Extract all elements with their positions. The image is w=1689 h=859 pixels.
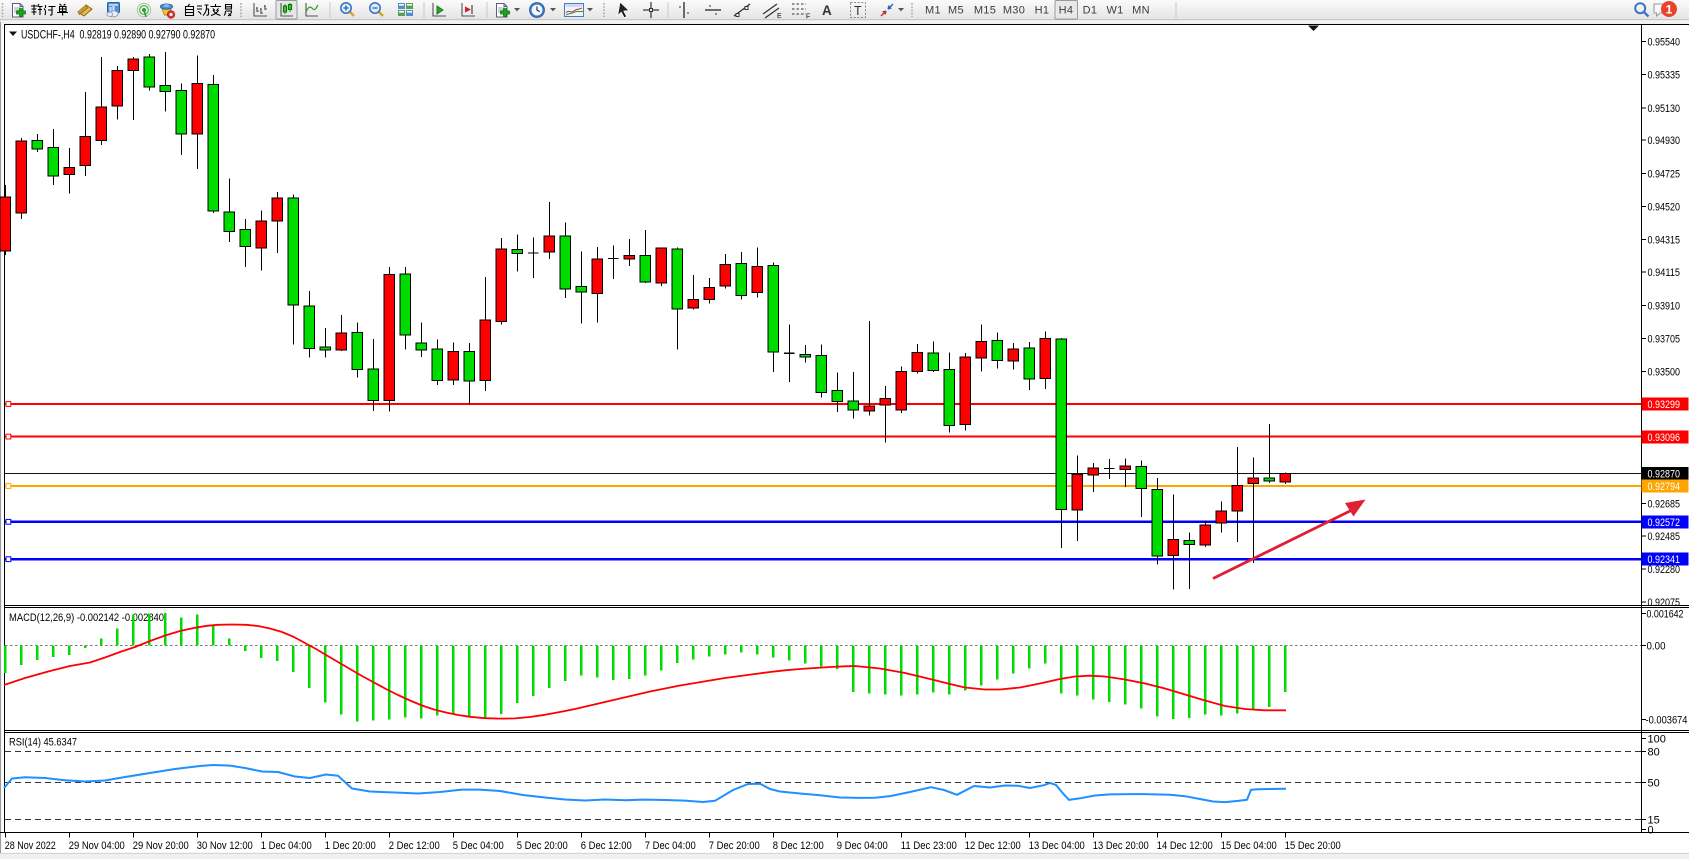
svg-text:15 Dec 04:00: 15 Dec 04:00 bbox=[1221, 840, 1277, 852]
svg-text:5 Dec 04:00: 5 Dec 04:00 bbox=[453, 840, 504, 852]
svg-text:1 Dec 04:00: 1 Dec 04:00 bbox=[261, 840, 312, 852]
svg-text:MACD(12,26,9) -0.002142 -0.002: MACD(12,26,9) -0.002142 -0.002840 bbox=[9, 612, 164, 624]
svg-text:MN: MN bbox=[1132, 5, 1150, 17]
svg-text:0.92572: 0.92572 bbox=[1648, 517, 1681, 529]
svg-text:H4: H4 bbox=[1059, 5, 1074, 17]
svg-text:29 Nov 04:00: 29 Nov 04:00 bbox=[69, 840, 125, 852]
svg-text:M1: M1 bbox=[925, 5, 941, 17]
svg-text:0.93500: 0.93500 bbox=[1648, 367, 1681, 379]
svg-text:29 Nov 20:00: 29 Nov 20:00 bbox=[133, 840, 189, 852]
svg-text:M30: M30 bbox=[1003, 5, 1025, 17]
svg-text:0.94315: 0.94315 bbox=[1648, 235, 1681, 247]
svg-text:0.93705: 0.93705 bbox=[1648, 333, 1681, 345]
svg-text:0: 0 bbox=[1648, 825, 1654, 837]
svg-text:80: 80 bbox=[1648, 747, 1660, 759]
svg-text:0.00: 0.00 bbox=[1647, 640, 1666, 652]
svg-text:0.001642: 0.001642 bbox=[1647, 608, 1684, 620]
svg-text:14 Dec 12:00: 14 Dec 12:00 bbox=[1157, 840, 1213, 852]
svg-text:W1: W1 bbox=[1106, 5, 1123, 17]
svg-text:9 Dec 04:00: 9 Dec 04:00 bbox=[837, 840, 888, 852]
svg-text:M15: M15 bbox=[974, 5, 996, 17]
svg-text:T: T bbox=[854, 4, 862, 18]
svg-text:0.95130: 0.95130 bbox=[1648, 103, 1681, 115]
svg-text:M5: M5 bbox=[948, 5, 964, 17]
svg-text:H1: H1 bbox=[1035, 5, 1050, 17]
svg-text:0.93299: 0.93299 bbox=[1648, 399, 1681, 411]
svg-text:0.94725: 0.94725 bbox=[1648, 168, 1681, 180]
svg-text:7 Dec 20:00: 7 Dec 20:00 bbox=[709, 840, 760, 852]
svg-text:0.92870: 0.92870 bbox=[1648, 469, 1681, 481]
svg-text:1 Dec 20:00: 1 Dec 20:00 bbox=[325, 840, 376, 852]
svg-text:0.92794: 0.92794 bbox=[1648, 481, 1681, 493]
svg-text:USDCHF-,H4 0.92819 0.92890 0.: USDCHF-,H4 0.92819 0.92890 0.92790 0.928… bbox=[21, 28, 215, 42]
svg-text:F: F bbox=[806, 14, 810, 21]
svg-text:0.92280: 0.92280 bbox=[1648, 564, 1681, 576]
svg-text:100: 100 bbox=[1648, 734, 1666, 746]
svg-text:5 Dec 20:00: 5 Dec 20:00 bbox=[517, 840, 568, 852]
svg-text:0.92685: 0.92685 bbox=[1648, 499, 1681, 511]
svg-text:1: 1 bbox=[1666, 2, 1673, 16]
svg-text:E: E bbox=[777, 13, 782, 20]
svg-text:RSI(14) 45.6347: RSI(14) 45.6347 bbox=[9, 737, 77, 749]
svg-text:13 Dec 04:00: 13 Dec 04:00 bbox=[1029, 840, 1085, 852]
svg-text:0.93910: 0.93910 bbox=[1648, 300, 1681, 312]
svg-text:0.94115: 0.94115 bbox=[1648, 267, 1681, 279]
svg-text:0.92075: 0.92075 bbox=[1648, 597, 1681, 609]
svg-text:11 Dec 23:00: 11 Dec 23:00 bbox=[901, 840, 957, 852]
svg-text:50: 50 bbox=[1648, 778, 1660, 790]
svg-text:15 Dec 20:00: 15 Dec 20:00 bbox=[1285, 840, 1341, 852]
svg-text:7 Dec 04:00: 7 Dec 04:00 bbox=[645, 840, 696, 852]
svg-text:13 Dec 20:00: 13 Dec 20:00 bbox=[1093, 840, 1149, 852]
svg-text:0.92341: 0.92341 bbox=[1648, 554, 1681, 566]
svg-text:30 Nov 12:00: 30 Nov 12:00 bbox=[197, 840, 253, 852]
svg-text:0.93096: 0.93096 bbox=[1648, 432, 1681, 444]
svg-text:0.92485: 0.92485 bbox=[1648, 531, 1681, 543]
svg-text:0.95335: 0.95335 bbox=[1648, 70, 1681, 82]
svg-text:-0.003674: -0.003674 bbox=[1646, 715, 1688, 727]
svg-text:6 Dec 12:00: 6 Dec 12:00 bbox=[581, 840, 632, 852]
svg-text:0.95540: 0.95540 bbox=[1648, 37, 1681, 49]
svg-text:0.94930: 0.94930 bbox=[1648, 135, 1681, 147]
svg-text:8 Dec 12:00: 8 Dec 12:00 bbox=[773, 840, 824, 852]
svg-text:D1: D1 bbox=[1083, 5, 1098, 17]
svg-text:0.94520: 0.94520 bbox=[1648, 202, 1681, 214]
svg-text:28 Nov 2022: 28 Nov 2022 bbox=[5, 840, 56, 852]
svg-text:A: A bbox=[822, 3, 832, 18]
svg-text:15: 15 bbox=[1648, 815, 1660, 827]
svg-text:12 Dec 12:00: 12 Dec 12:00 bbox=[965, 840, 1021, 852]
svg-text:2 Dec 12:00: 2 Dec 12:00 bbox=[389, 840, 440, 852]
